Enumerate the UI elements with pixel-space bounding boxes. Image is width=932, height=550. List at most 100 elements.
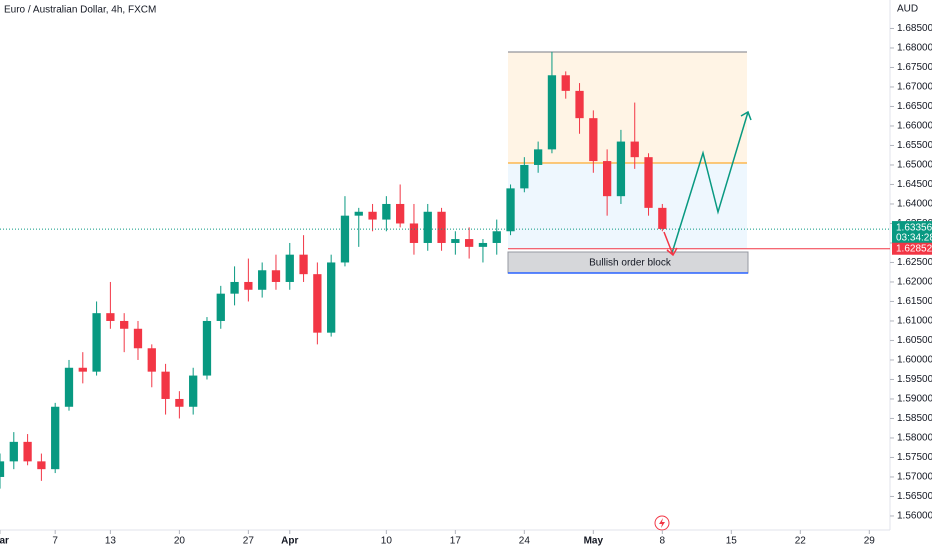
x-tick-label: 22	[795, 536, 807, 547]
candle-body	[616, 141, 626, 197]
candle-body	[478, 242, 488, 247]
y-tick-label: 1.64500	[897, 179, 932, 190]
candle-body	[602, 161, 612, 197]
arrow-head	[740, 110, 752, 121]
projection-arrow	[671, 111, 749, 254]
candle-body	[92, 313, 101, 372]
x-tick-label: 7	[52, 536, 58, 547]
chart-title: Euro / Australian Dollar, 4h, FXCM	[4, 5, 156, 16]
y-tick-label: 1.68000	[897, 43, 932, 54]
candle-body	[658, 207, 667, 229]
y-tick-label: 1.56500	[897, 491, 932, 502]
drop-arrow	[663, 231, 674, 256]
order-block-label: Bullish order block	[589, 258, 672, 269]
y-tick-label: 1.65000	[897, 160, 932, 171]
y-tick-label: 1.60500	[897, 335, 932, 346]
y-tick-label: 1.60000	[897, 355, 932, 366]
candle-body	[258, 270, 267, 290]
candle-body	[561, 75, 570, 91]
y-tick-label: 1.59500	[897, 374, 932, 385]
candle-body	[0, 461, 5, 477]
candle-body	[271, 270, 281, 282]
candle-body	[175, 398, 184, 407]
candle-body	[396, 203, 405, 224]
x-tick-label: 10	[381, 536, 393, 547]
x-tick-label: 8	[660, 536, 666, 547]
candle-body	[575, 90, 584, 119]
candle-body	[492, 231, 501, 243]
candle-body	[78, 367, 87, 372]
candle-body	[465, 239, 474, 247]
y-tick-label: 1.65500	[897, 140, 932, 151]
candle-body	[368, 211, 377, 220]
x-tick-label: 27	[243, 536, 255, 547]
candle-body	[327, 262, 336, 333]
y-tick-label: 1.61500	[897, 296, 932, 307]
x-tick-label: 20	[174, 536, 186, 547]
candle-body	[9, 441, 18, 462]
alert-tag	[892, 242, 932, 255]
y-tick-label: 1.64000	[897, 199, 932, 210]
candle-body	[299, 254, 308, 275]
candle-body	[644, 157, 653, 208]
x-tick-label: 29	[864, 536, 876, 547]
x-tick-label: 17	[450, 536, 462, 547]
y-tick-label: 1.56000	[897, 511, 932, 522]
candle-body	[340, 215, 350, 263]
y-tick-label: 1.67500	[897, 62, 932, 73]
y-tick-label: 1.58000	[897, 433, 932, 444]
candle-body	[409, 223, 419, 243]
x-tick-label: 15	[726, 536, 738, 547]
x-tick-label: 13	[105, 536, 117, 547]
candle-body	[437, 211, 446, 243]
candle-body	[147, 348, 156, 372]
candle-body	[451, 239, 460, 243]
candle-body	[382, 203, 391, 220]
candle-body	[216, 293, 225, 321]
candle-body	[106, 313, 115, 321]
countdown: 03:34:28	[896, 233, 932, 244]
candle-body	[51, 406, 60, 470]
candle-body	[37, 461, 46, 470]
currency: AUD	[897, 4, 918, 15]
candle-body	[244, 281, 253, 290]
candle-body	[313, 274, 322, 333]
y-tick-label: 1.67000	[897, 82, 932, 93]
candle-body	[120, 320, 129, 329]
event-bolt	[659, 518, 665, 528]
y-tick-label: 1.61000	[897, 316, 932, 327]
last-price-label: 1.63356	[896, 223, 932, 234]
x-tick-label: May	[584, 536, 604, 547]
candle-body	[423, 211, 432, 243]
candle-body	[189, 375, 198, 407]
candle-body	[23, 441, 32, 462]
x-tick-label: Mar	[0, 536, 9, 547]
target-zone	[508, 52, 747, 163]
candle-body	[202, 320, 212, 376]
candle-body	[161, 371, 170, 399]
y-tick-label: 1.66500	[897, 101, 932, 112]
y-tick-label: 1.57000	[897, 472, 932, 483]
y-tick-label: 1.68500	[897, 23, 932, 34]
alert-label: 1.62852	[896, 243, 932, 254]
candle-body	[133, 328, 143, 349]
candle-body	[354, 211, 363, 216]
x-tick-label: Apr	[281, 536, 298, 547]
arrow-head	[666, 247, 678, 257]
candle-body	[64, 367, 74, 407]
candle-body	[520, 164, 529, 189]
candle-body	[630, 141, 639, 158]
candle-body	[230, 281, 239, 294]
last-price-tag	[892, 221, 932, 244]
risk-zone	[508, 163, 747, 249]
candle-body	[547, 75, 557, 150]
y-tick-label: 1.62000	[897, 277, 932, 288]
y-tick-label: 1.66000	[897, 121, 932, 132]
y-tick-label: 1.59000	[897, 394, 932, 405]
candle-body	[506, 188, 515, 232]
x-tick-label: 24	[519, 536, 531, 547]
candle-body	[534, 149, 543, 165]
y-tick-label: 1.57500	[897, 452, 932, 463]
y-tick-label: 1.58500	[897, 413, 932, 424]
